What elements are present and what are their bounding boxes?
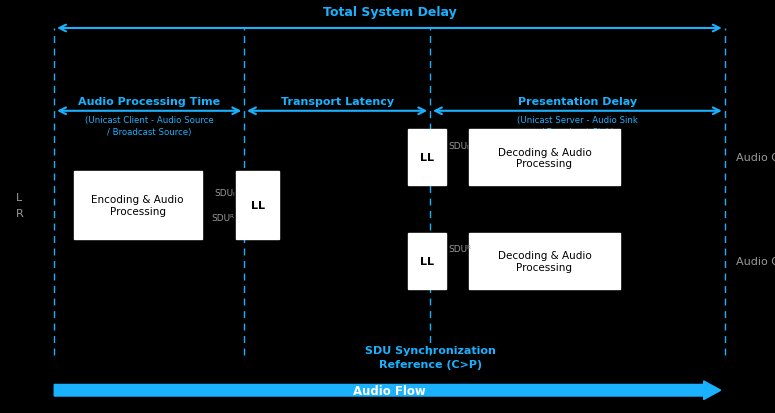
Text: (Unicast Server - Audio Sink
/ Broadcast Sink): (Unicast Server - Audio Sink / Broadcast… bbox=[517, 116, 638, 136]
Text: L
R: L R bbox=[16, 192, 23, 218]
Text: Audio Out: Audio Out bbox=[736, 153, 775, 163]
Bar bbox=[469, 233, 620, 289]
Text: LL: LL bbox=[420, 256, 434, 266]
Text: Audio Processing Time: Audio Processing Time bbox=[78, 97, 220, 107]
Text: LL: LL bbox=[250, 200, 265, 211]
Text: Decoding & Audio
Processing: Decoding & Audio Processing bbox=[498, 147, 591, 169]
Text: SDUᴿ: SDUᴿ bbox=[212, 213, 235, 222]
Text: SDUₗ: SDUₗ bbox=[214, 189, 235, 198]
Text: Total System Delay: Total System Delay bbox=[322, 6, 456, 19]
Text: LL: LL bbox=[420, 153, 434, 163]
Bar bbox=[74, 171, 202, 240]
Text: Encoding & Audio
Processing: Encoding & Audio Processing bbox=[91, 195, 184, 216]
Text: Decoding & Audio
Processing: Decoding & Audio Processing bbox=[498, 250, 591, 272]
Bar bbox=[469, 130, 620, 186]
Bar bbox=[236, 171, 279, 240]
Text: SDUᴿ: SDUᴿ bbox=[448, 244, 471, 254]
Bar bbox=[408, 233, 446, 289]
FancyArrow shape bbox=[54, 381, 721, 400]
Text: SDU Synchronization
Reference (C>P): SDU Synchronization Reference (C>P) bbox=[365, 345, 495, 369]
Bar bbox=[408, 130, 446, 186]
Text: SDUₗ: SDUₗ bbox=[448, 141, 469, 150]
Text: Transport Latency: Transport Latency bbox=[281, 97, 394, 107]
Text: Audio Out: Audio Out bbox=[736, 256, 775, 266]
Text: (Unicast Client - Audio Source
/ Broadcast Source): (Unicast Client - Audio Source / Broadca… bbox=[84, 116, 214, 136]
Text: Audio Flow: Audio Flow bbox=[353, 384, 425, 397]
Text: Presentation Delay: Presentation Delay bbox=[518, 97, 637, 107]
